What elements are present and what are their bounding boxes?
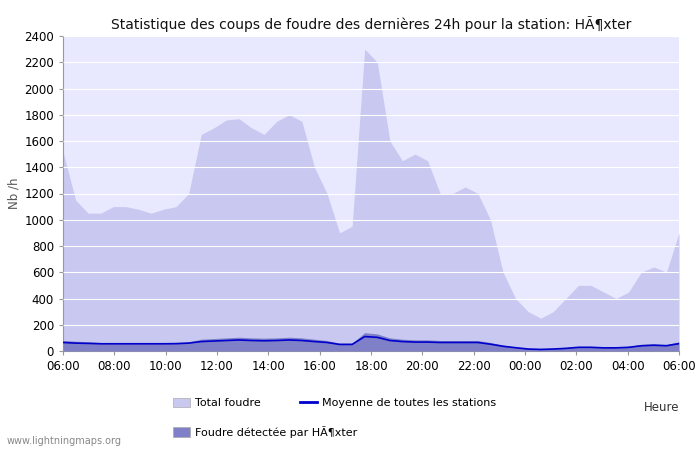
Text: www.lightningmaps.org: www.lightningmaps.org	[7, 436, 122, 446]
Legend: Foudre détectée par HÃ¶xter: Foudre détectée par HÃ¶xter	[174, 426, 358, 438]
Title: Statistique des coups de foudre des dernières 24h pour la station: HÃ¶xter: Statistique des coups de foudre des dern…	[111, 16, 631, 32]
Y-axis label: Nb /h: Nb /h	[7, 178, 20, 209]
Text: Heure: Heure	[643, 401, 679, 414]
